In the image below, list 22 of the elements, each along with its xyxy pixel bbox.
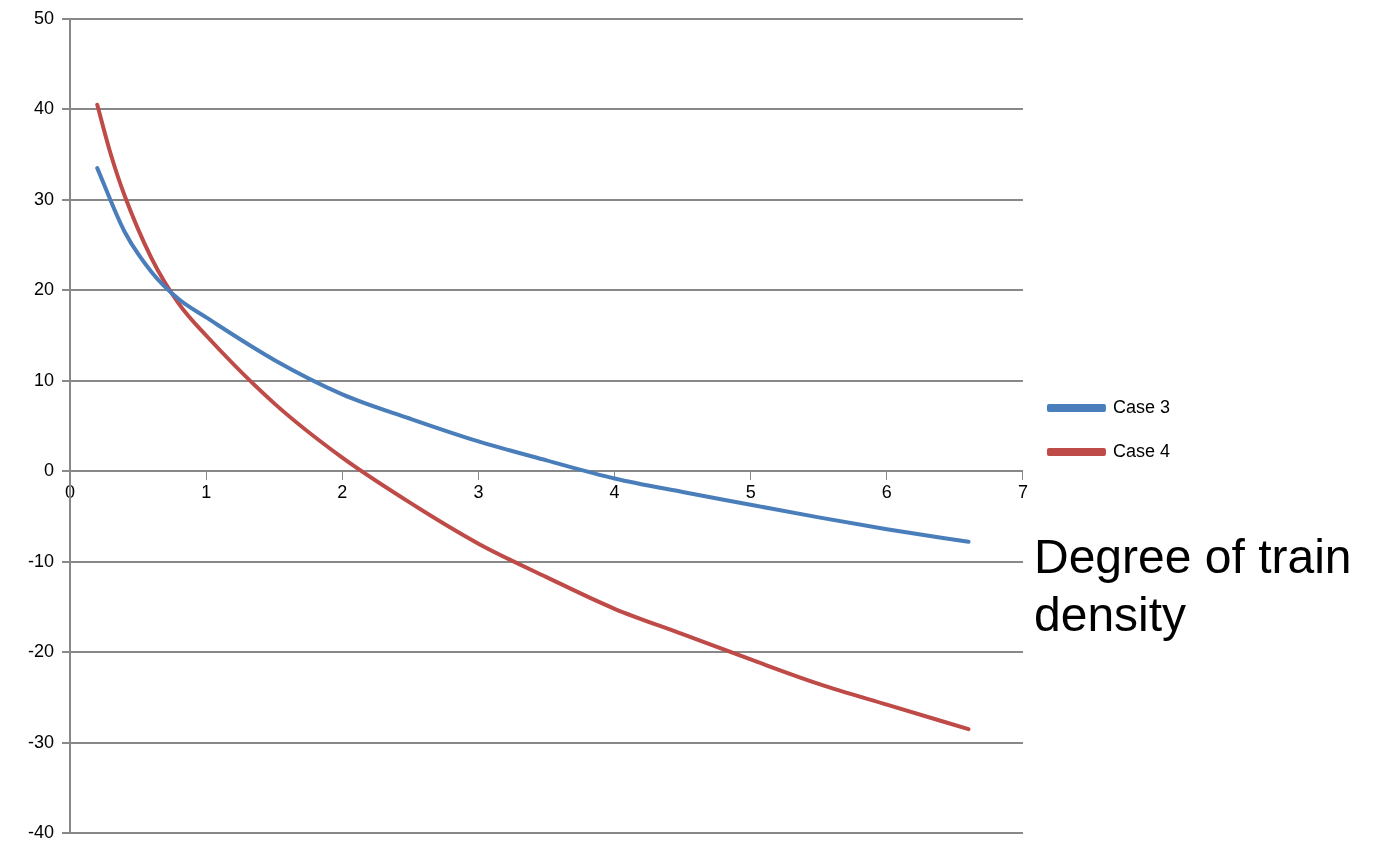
y-tick-label: 10: [33, 369, 55, 390]
legend-label: Case 4: [1112, 440, 1171, 461]
y-tick-label: 40: [33, 98, 55, 119]
x-tick-label: 6: [881, 482, 892, 503]
x-tick-label: 3: [473, 482, 484, 503]
x-tick-label: 1: [201, 482, 212, 503]
y-tick-label: -30: [28, 731, 55, 752]
y-tick-label: -10: [28, 550, 55, 571]
y-tick-label: 0: [44, 460, 55, 481]
y-tick-label: 30: [33, 188, 55, 209]
line-series: [95, 102, 971, 732]
y-tick-label: -20: [28, 641, 55, 662]
line-series: [95, 166, 971, 544]
x-tick-label: 5: [745, 482, 756, 503]
x-tick-label: 2: [337, 482, 348, 503]
y-tick-label: 50: [33, 7, 55, 28]
x-axis-title: Degree of train density: [1034, 529, 1353, 643]
y-tick-label: -40: [28, 822, 55, 843]
x-tick-label: 4: [609, 482, 620, 503]
legend-label: Case 3: [1112, 396, 1171, 417]
x-tick-label: 7: [1017, 482, 1028, 503]
y-tick-label: 20: [33, 279, 55, 300]
